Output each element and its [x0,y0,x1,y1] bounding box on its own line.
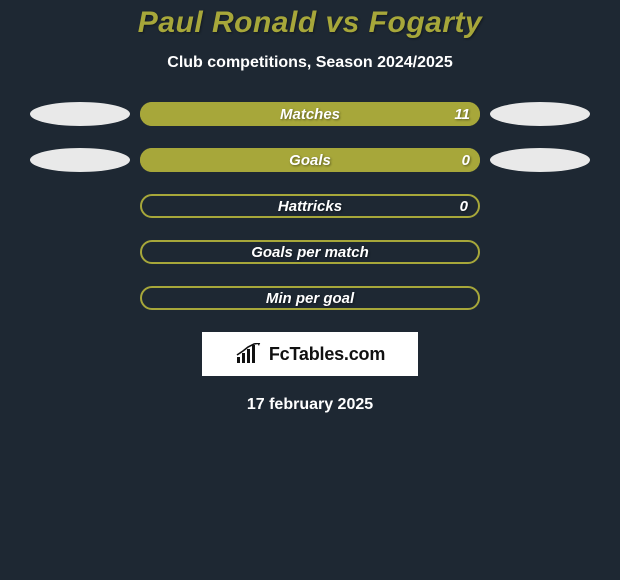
stat-label: Hattricks [278,198,342,215]
right-ellipse [490,148,590,172]
stat-bar: Matches 11 [140,102,480,126]
right-side [480,148,600,172]
right-ellipse [490,102,590,126]
stat-value-right: 0 [460,198,468,215]
left-side [20,148,140,172]
stat-bar: Hattricks 0 [140,194,480,218]
stat-label: Goals per match [251,244,369,261]
stat-label: Min per goal [266,290,354,307]
stat-rows: Matches 11 Goals 0 Hattricks 0 Goals per match… [0,102,620,310]
stat-label: Matches [280,106,340,123]
left-ellipse [30,148,130,172]
stat-row: Goals per match [0,240,620,264]
stat-row: Hattricks 0 [0,194,620,218]
left-ellipse [30,102,130,126]
stat-bar: Min per goal [140,286,480,310]
left-side [20,102,140,126]
stat-label: Goals [289,152,331,169]
stat-bar: Goals per match [140,240,480,264]
card-title: Paul Ronald vs Fogarty [0,6,620,40]
stat-bar: Goals 0 [140,148,480,172]
chart-icon [235,343,263,365]
comparison-card: Paul Ronald vs Fogarty Club competitions… [0,0,620,450]
right-side [480,102,600,126]
card-subtitle: Club competitions, Season 2024/2025 [0,54,620,72]
stat-value-right: 0 [462,152,470,169]
brand-name: FcTables.com [269,344,385,365]
brand-badge: FcTables.com [202,332,418,376]
stat-row: Min per goal [0,286,620,310]
stat-row: Goals 0 [0,148,620,172]
stat-row: Matches 11 [0,102,620,126]
stat-value-right: 11 [454,106,470,123]
card-date: 17 february 2025 [0,396,620,414]
